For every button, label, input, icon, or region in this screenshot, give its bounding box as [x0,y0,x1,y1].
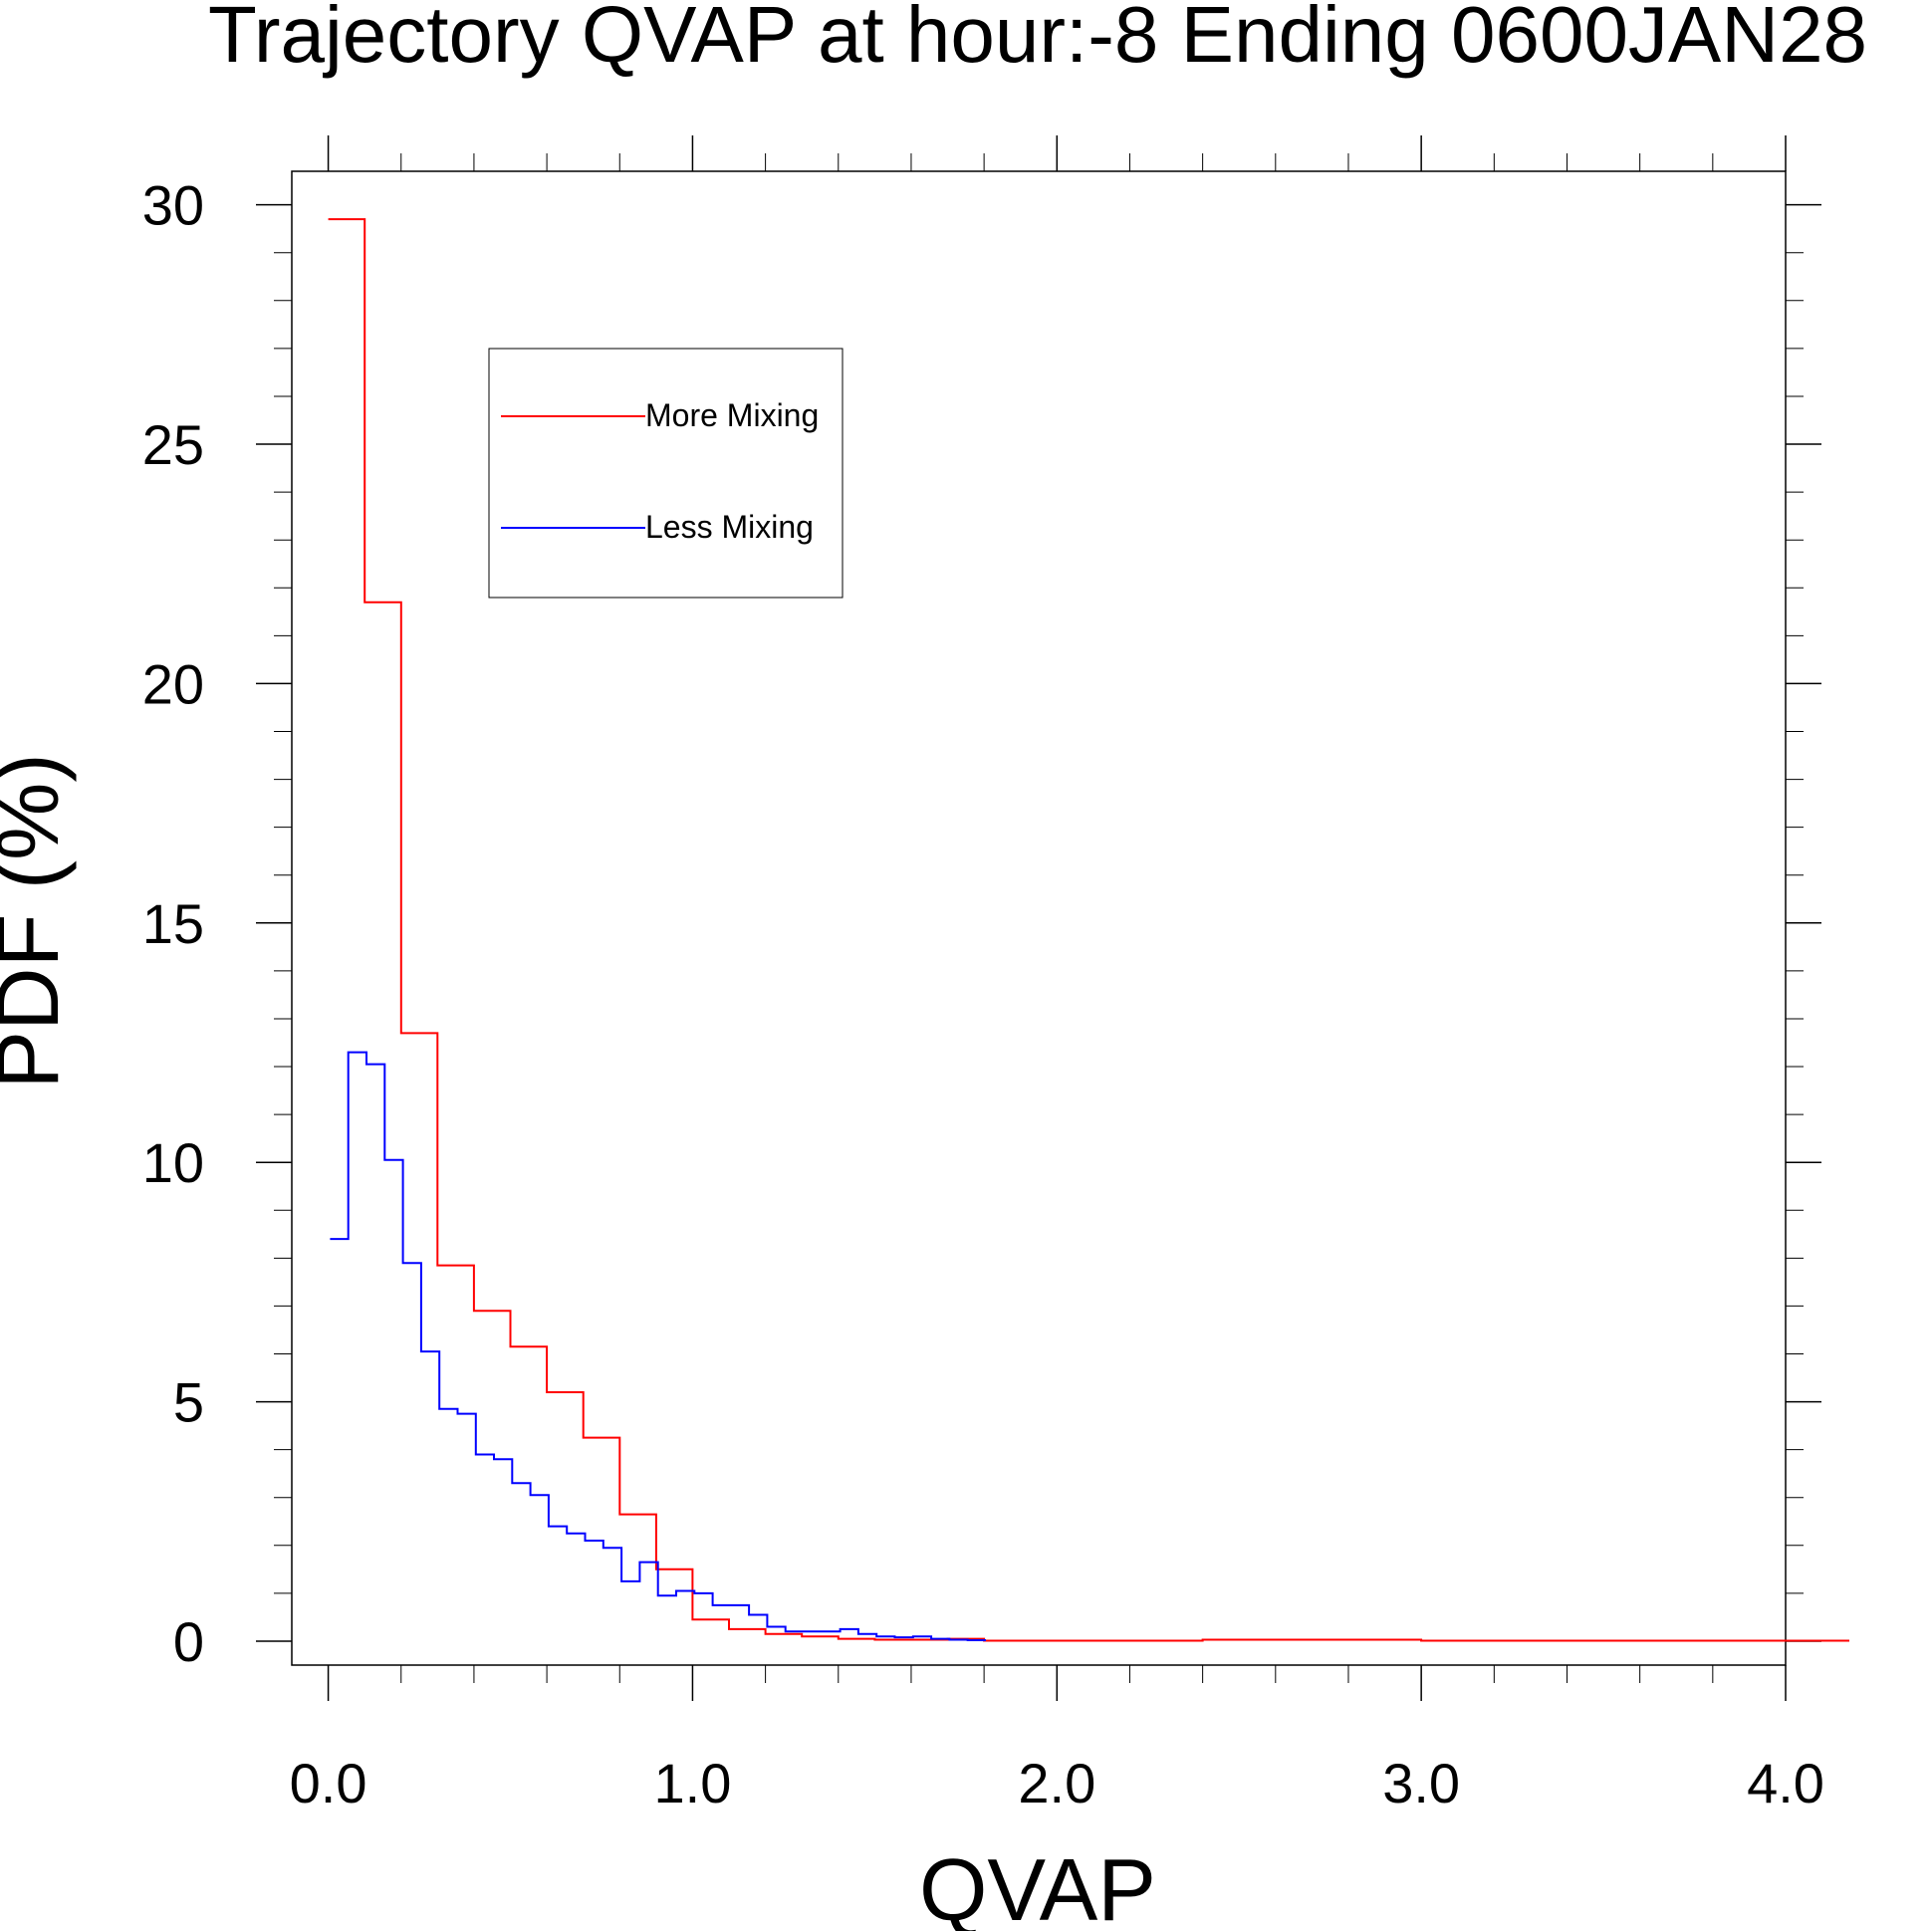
series-line-more-mixing [328,218,1849,1642]
x-axis-label: QVAP [919,1840,1156,1931]
y-axis: 0 5 10 15 20 25 30 [142,174,1821,1673]
plot-area [328,218,1849,1642]
series-line-less-mixing [330,1051,986,1641]
legend-label-more-mixing: More Mixing [645,397,819,433]
x-tick-label: 4.0 [1747,1752,1824,1814]
y-axis-label: PDF (%) [0,753,77,1088]
y-tick-label: 15 [142,892,204,955]
chart-title: Trajectory QVAP at hour:-8 Ending 0600JA… [208,0,1867,79]
y-tick-label: 5 [173,1371,204,1434]
y-tick-label: 0 [173,1610,204,1673]
y-tick-label: 20 [142,652,204,715]
x-tick-label: 0.0 [290,1752,367,1814]
legend-label-less-mixing: Less Mixing [645,509,814,545]
legend-box [488,348,844,599]
y-tick-label: 10 [142,1131,204,1194]
legend: More Mixing Less Mixing [488,348,844,599]
x-axis: 0.0 1.0 2.0 3.0 4.0 [290,135,1824,1814]
x-tick-label: 1.0 [654,1752,732,1814]
x-tick-label: 2.0 [1018,1752,1095,1814]
x-tick-label: 3.0 [1382,1752,1460,1814]
y-tick-label: 30 [142,174,204,237]
plot-frame [291,170,1787,1666]
y-tick-label: 25 [142,413,204,476]
